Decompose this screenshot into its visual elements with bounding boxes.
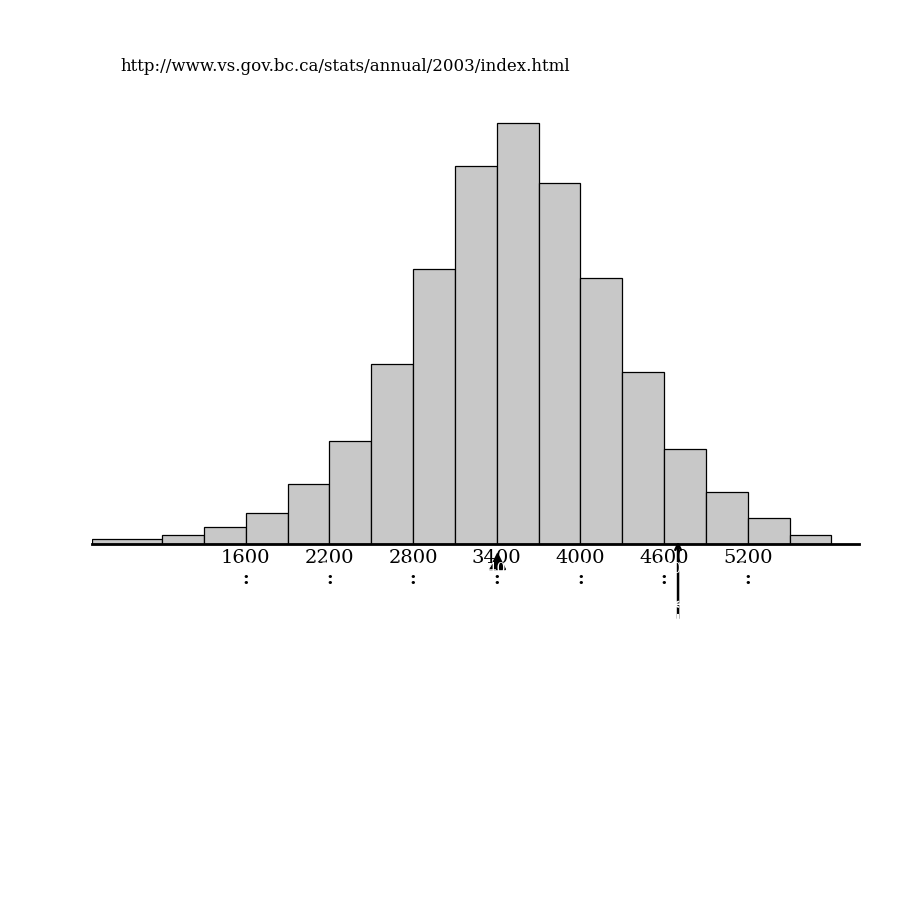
Text: 2200: 2200 xyxy=(312,562,346,575)
Text: 600: 600 xyxy=(442,576,468,590)
Bar xyxy=(790,535,832,544)
Bar xyxy=(371,363,413,544)
Bar xyxy=(92,539,162,544)
Bar xyxy=(622,372,664,544)
Text: 5200: 5200 xyxy=(730,562,765,575)
Text: Unusually low: Unusually low xyxy=(242,779,417,800)
Text: :: : xyxy=(242,570,249,588)
Text: :: : xyxy=(326,570,333,588)
Text: 1600: 1600 xyxy=(228,562,263,575)
Bar xyxy=(706,493,748,544)
Bar xyxy=(162,535,204,544)
Text: 600: 600 xyxy=(693,576,719,590)
Bar xyxy=(497,123,539,544)
Text: :: : xyxy=(410,570,417,588)
Bar xyxy=(330,441,371,544)
Bar xyxy=(748,518,790,544)
Text: 600: 600 xyxy=(274,576,300,590)
Text: :: : xyxy=(493,570,500,588)
Text: 2.25: 2.25 xyxy=(671,732,708,749)
Text: 3: 3 xyxy=(742,690,754,708)
Text: 1: 1 xyxy=(574,690,587,708)
Text: 4600: 4600 xyxy=(647,562,682,575)
Text: :: : xyxy=(661,570,667,588)
Text: 600: 600 xyxy=(609,576,636,590)
Text: 0: 0 xyxy=(491,690,503,708)
Bar xyxy=(539,183,580,544)
Text: 3400: 3400 xyxy=(480,562,515,575)
Bar xyxy=(664,450,706,544)
Bar xyxy=(455,166,497,544)
Text: -3: -3 xyxy=(237,690,255,708)
Bar xyxy=(246,513,287,544)
Text: 2: 2 xyxy=(658,690,670,708)
Text: 4000: 4000 xyxy=(563,562,598,575)
Text: :: : xyxy=(578,570,584,588)
Bar xyxy=(413,269,455,544)
Text: http://www.vs.gov.bc.ca/stats/annual/2003/index.html: http://www.vs.gov.bc.ca/stats/annual/200… xyxy=(120,58,570,76)
Bar xyxy=(204,527,246,544)
Bar xyxy=(580,278,622,544)
Text: :: : xyxy=(745,570,751,588)
Text: 2800: 2800 xyxy=(395,562,431,575)
Text: Unusually high: Unusually high xyxy=(661,779,849,800)
Text: -1: -1 xyxy=(404,690,422,708)
Text: 600: 600 xyxy=(526,576,552,590)
Text: 600: 600 xyxy=(359,576,384,590)
Text: -2: -2 xyxy=(320,690,339,708)
Bar xyxy=(287,484,330,544)
